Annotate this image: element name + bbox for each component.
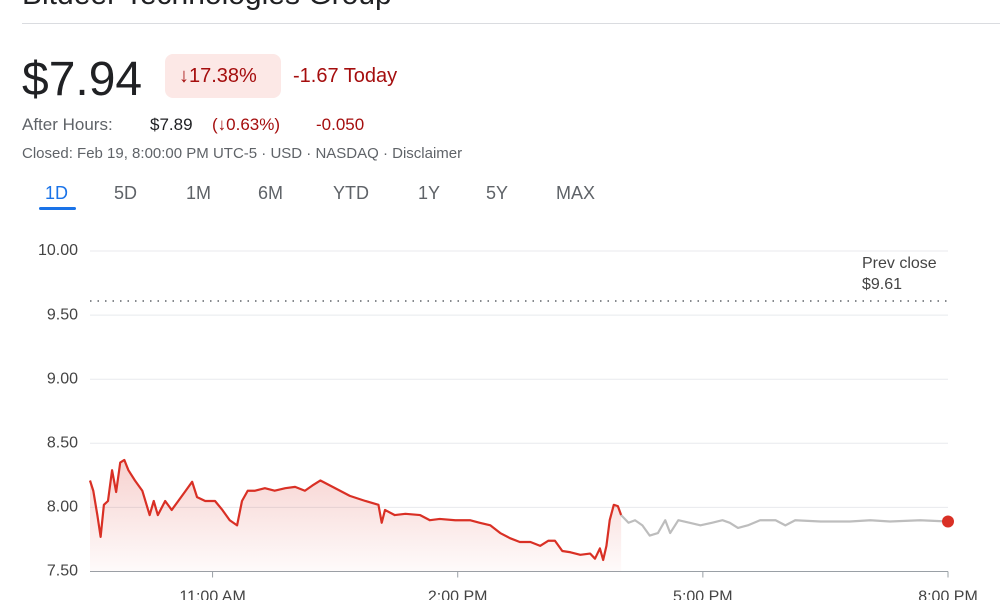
after-hours-label: After Hours: [22, 115, 113, 134]
x-tick-label: 8:00 PM [918, 589, 978, 600]
after-hours-change: -0.050 [316, 115, 365, 134]
change-percent: ↓17.38% [179, 65, 257, 87]
change-today: -1.67 Today [293, 65, 398, 87]
range-tab[interactable]: 5D [114, 183, 138, 203]
range-tab[interactable]: MAX [556, 183, 596, 203]
tab-underline [39, 207, 76, 210]
y-tick-label: 10.00 [38, 242, 78, 259]
market-status: Closed: Feb 19, 8:00:00 PM UTC-5 · USD ·… [22, 145, 463, 162]
range-tab[interactable]: 1M [186, 183, 212, 203]
after-hours-price: $7.89 [150, 115, 193, 134]
y-tick-label: 9.50 [47, 306, 78, 323]
price: $7.94 [22, 53, 143, 106]
price-line [620, 514, 949, 537]
area-fill [90, 459, 622, 572]
last-price-dot [942, 515, 954, 528]
x-tick-label: 5:00 PM [673, 589, 733, 600]
y-tick-label: 8.00 [47, 499, 78, 516]
y-tick-label: 8.50 [47, 435, 78, 452]
range-tab[interactable]: 1D [45, 183, 69, 203]
after-hours-percent: (↓0.63%) [212, 115, 281, 134]
y-tick-label: 7.50 [47, 563, 78, 580]
range-tab[interactable]: 6M [258, 183, 284, 203]
range-tab[interactable]: YTD [333, 183, 369, 203]
prev-close-value: $9.61 [862, 276, 902, 293]
company-name: Bitdeer Technologies Group [22, 0, 392, 12]
x-tick-label: 11:00 AM [179, 589, 245, 600]
y-tick-label: 9.00 [47, 370, 78, 387]
change-badge [165, 54, 281, 98]
range-tab[interactable]: 1Y [418, 183, 441, 203]
price-line [88, 458, 623, 562]
x-tick-label: 2:00 PM [428, 589, 488, 600]
prev-close-label: Prev close [862, 255, 937, 272]
divider [22, 23, 1000, 24]
range-tab[interactable]: 5Y [486, 183, 509, 203]
